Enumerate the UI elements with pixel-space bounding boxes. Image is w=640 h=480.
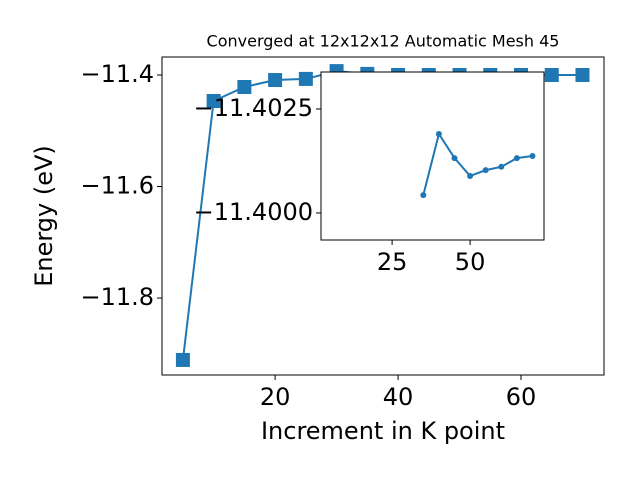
series (420, 130, 536, 199)
marker (544, 68, 559, 83)
marker (175, 352, 190, 367)
marker (451, 155, 458, 162)
marker (435, 130, 442, 137)
marker (482, 167, 489, 174)
marker (206, 93, 221, 108)
y-tick-label: −11.4 (80, 60, 154, 88)
x-tick-label: 40 (383, 383, 414, 411)
chart-title: Converged at 12x12x12 Automatic Mesh 45 (207, 32, 560, 51)
y-tick-label: −11.8 (80, 283, 154, 311)
x-axis-label: Increment in K point (261, 417, 505, 445)
x-tick-label: 25 (377, 248, 408, 276)
marker (268, 73, 283, 88)
marker (575, 68, 590, 83)
x-tick-label: 60 (506, 383, 537, 411)
y-tick-label: −11.6 (80, 172, 154, 200)
x-tick-label: 20 (260, 383, 291, 411)
x-tick-label: 50 (455, 248, 486, 276)
y-tick-label: −11.4000 (194, 198, 313, 226)
marker (498, 163, 505, 170)
y-axis-label: Energy (eV) (30, 145, 58, 287)
marker (298, 71, 313, 86)
marker (467, 172, 474, 179)
marker (529, 153, 536, 159)
y-tick-label: −11.4025 (194, 94, 313, 122)
marker (420, 192, 427, 199)
marker (513, 155, 520, 162)
marker (237, 79, 252, 94)
